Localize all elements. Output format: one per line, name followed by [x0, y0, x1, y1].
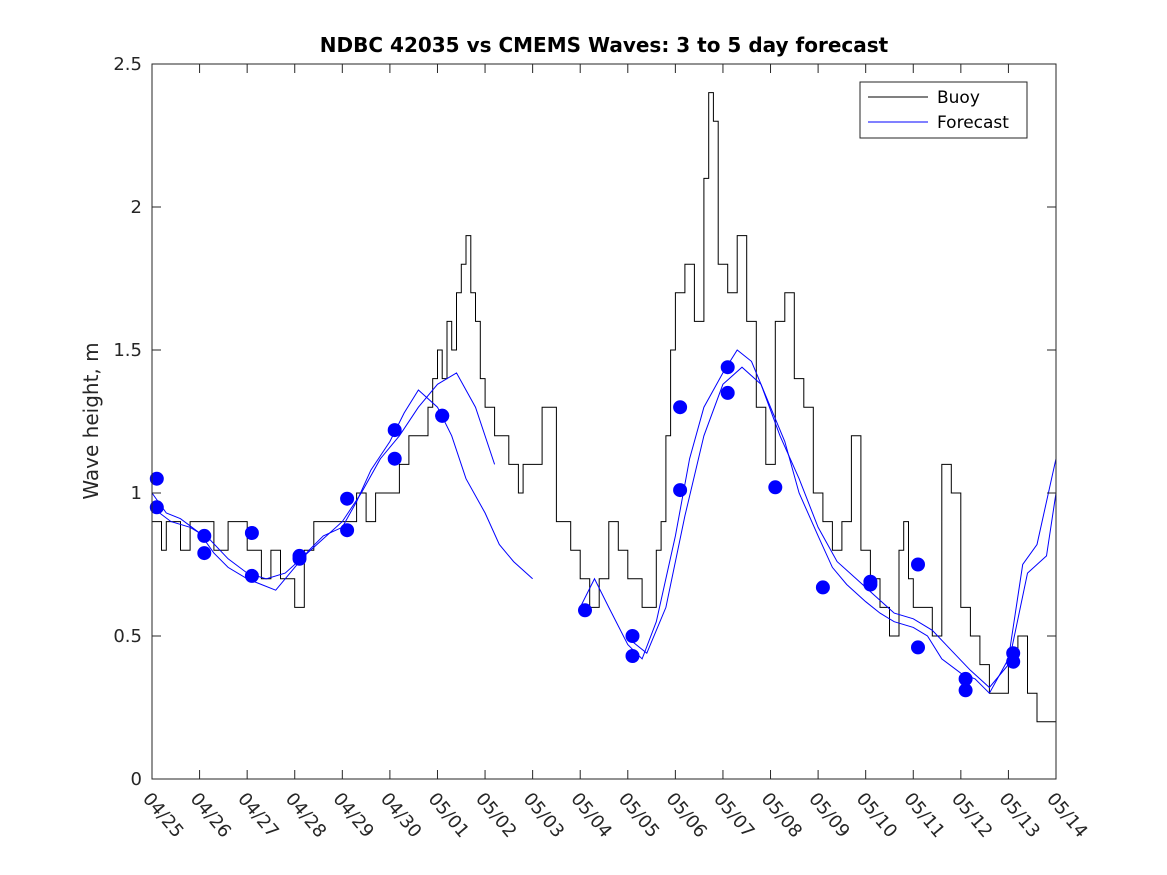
y-tick-label: 0 — [131, 769, 142, 790]
forecast-marker — [815, 580, 830, 595]
forecast-marker — [435, 408, 450, 423]
plot-frame — [151, 63, 1057, 780]
forecast-marker — [197, 528, 212, 543]
forecast-marker — [340, 491, 355, 506]
legend-buoy-label: Buoy — [937, 88, 980, 108]
forecast-marker — [149, 500, 164, 515]
forecast-marker — [149, 471, 164, 486]
forecast-marker — [292, 551, 307, 566]
plot-area — [149, 92, 1057, 723]
forecast-marker — [197, 546, 212, 561]
forecast-marker — [673, 483, 688, 498]
forecast-marker — [387, 451, 402, 466]
forecast-marker — [911, 557, 925, 572]
chart-title: NDBC 42035 vs CMEMS Waves: 3 to 5 day fo… — [320, 33, 889, 57]
forecast-marker — [578, 603, 592, 618]
legend-forecast-label: Forecast — [937, 113, 1009, 133]
forecast-marker — [720, 385, 735, 400]
forecast-marker — [911, 640, 925, 655]
y-tick-label: 2 — [131, 197, 142, 218]
y-axis: 0 0.5 1 1.5 2 2.5 — [113, 54, 1056, 790]
forecast-marker — [625, 649, 640, 663]
forecast-marker — [673, 400, 688, 415]
y-tick-label: 0.5 — [113, 626, 142, 647]
forecast-marker — [625, 629, 640, 643]
legend-box — [859, 81, 1028, 139]
y-tick-label: 2.5 — [113, 54, 142, 75]
buoy-series-line — [152, 92, 1057, 723]
forecast-marker — [720, 360, 735, 375]
forecast-marker — [768, 480, 783, 495]
forecast-marker — [958, 683, 973, 698]
forecast-marker — [1006, 654, 1021, 669]
forecast-marker — [387, 423, 402, 438]
y-axis-title: Wave height, m — [79, 342, 103, 499]
forecast-series-line-2 — [579, 349, 1057, 695]
forecast-marker — [863, 577, 878, 592]
legend: Buoy Forecast — [859, 81, 1028, 139]
y-tick-label: 1 — [131, 483, 142, 504]
forecast-marker — [244, 526, 259, 540]
y-tick-label: 1.5 — [113, 340, 142, 361]
forecast-series-line-4 — [632, 366, 1057, 689]
forecast-marker — [244, 568, 259, 583]
forecast-marker — [340, 523, 355, 538]
